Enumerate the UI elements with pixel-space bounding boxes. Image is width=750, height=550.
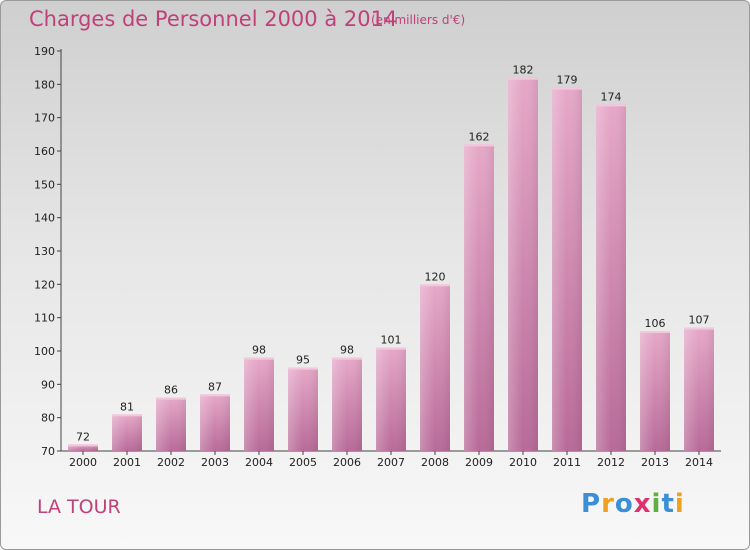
x-tick-label: 2011: [553, 456, 581, 469]
bar-top-highlight: [508, 77, 538, 80]
x-tick-label: 2007: [377, 456, 405, 469]
y-tick-label: 160: [34, 145, 55, 158]
proxiti-logo: Proxiti: [581, 489, 685, 519]
bar-top-highlight: [332, 357, 362, 360]
x-tick-label: 2003: [201, 456, 229, 469]
x-tick-label: 2010: [509, 456, 537, 469]
data-label: 120: [425, 270, 446, 283]
data-label: 106: [645, 317, 666, 330]
bar-shade: [200, 394, 230, 451]
bar-shade: [464, 144, 494, 452]
bar-top-highlight: [464, 144, 494, 147]
bar-shade: [156, 397, 186, 451]
bar-chart: 70 80 90 100 110 120 130 140 150 160 170 180 190 2000…: [34, 45, 721, 469]
y-tick-label: 170: [34, 112, 55, 125]
y-tick-label: 150: [34, 178, 55, 191]
data-label: 95: [296, 354, 310, 367]
logo-letter: x: [633, 489, 652, 519]
bar-top-highlight: [112, 414, 142, 417]
data-label: 87: [208, 380, 222, 393]
logo-letter: o: [614, 489, 634, 519]
x-tick-label: 2012: [597, 456, 625, 469]
y-tick-label: 80: [41, 412, 55, 425]
data-label: 182: [513, 64, 534, 77]
data-label: 98: [340, 344, 354, 357]
x-tick-label: 2014: [685, 456, 713, 469]
data-label: 107: [689, 314, 710, 327]
data-label: 81: [120, 400, 134, 413]
bar-top-highlight: [288, 367, 318, 370]
data-labels: 72 81 86 87 98 95 98 101 120 162 182 179 174 106 107: [76, 64, 710, 444]
bar-top-highlight: [68, 444, 98, 447]
x-tick-label: 2004: [245, 456, 273, 469]
x-tick-label: 2009: [465, 456, 493, 469]
bar-top-highlight: [376, 347, 406, 350]
place-name: LA TOUR: [37, 496, 121, 518]
x-tick-label: 2008: [421, 456, 449, 469]
y-tick-label: 100: [34, 345, 55, 358]
x-tick-label: 2006: [333, 456, 361, 469]
bar-top-highlight: [684, 327, 714, 330]
x-tick-label: 2002: [157, 456, 185, 469]
x-tick-label: 2005: [289, 456, 317, 469]
chart-title: Charges de Personnel 2000 à 2014: [29, 7, 398, 31]
bar-shade: [68, 444, 98, 451]
bar-shade: [552, 87, 582, 452]
y-tick-label: 130: [34, 245, 55, 258]
data-label: 86: [164, 384, 178, 397]
y-tick-label: 90: [41, 378, 55, 391]
logo-letter: P: [581, 489, 602, 519]
bar-top-highlight: [552, 87, 582, 90]
y-tick-label: 140: [34, 212, 55, 225]
y-tick-label: 190: [34, 45, 55, 58]
x-tick-label: 2000: [69, 456, 97, 469]
data-label: 179: [557, 74, 578, 87]
data-label: 101: [381, 334, 402, 347]
bar-shade: [508, 77, 538, 452]
logo-letter: r: [601, 489, 615, 519]
y-tick-label: 120: [34, 278, 55, 291]
logo-letter: i: [651, 489, 662, 519]
bar-shade: [244, 357, 274, 451]
bar-top-highlight: [596, 104, 626, 107]
axes: 70 80 90 100 110 120 130 140 150 160 170 180 190 2000…: [34, 45, 721, 469]
bar-top-highlight: [420, 284, 450, 287]
logo-letter: t: [661, 489, 675, 519]
bar-shade: [332, 357, 362, 451]
bars: [68, 77, 714, 452]
data-label: 98: [252, 344, 266, 357]
bar-top-highlight: [640, 331, 670, 333]
chart-subtitle: (en milliers d'€): [371, 13, 466, 27]
bar-shade: [596, 104, 626, 451]
x-tick-label: 2001: [113, 456, 141, 469]
bar-shade: [376, 347, 406, 451]
bar-shade: [112, 414, 142, 451]
bar-shade: [640, 331, 670, 451]
bar-top-highlight: [200, 394, 230, 397]
bar-shade: [420, 284, 450, 451]
bar-shade: [684, 327, 714, 451]
y-tick-label: 180: [34, 78, 55, 91]
y-tick-label: 70: [41, 445, 55, 458]
data-label: 174: [601, 90, 622, 103]
bar-shade: [288, 367, 318, 451]
y-tick-label: 110: [34, 312, 55, 325]
x-tick-label: 2013: [641, 456, 669, 469]
data-label: 72: [76, 430, 90, 443]
data-label: 162: [469, 130, 490, 143]
bar-top-highlight: [244, 357, 274, 360]
bar-top-highlight: [156, 397, 186, 400]
logo-letter: i: [674, 489, 685, 519]
